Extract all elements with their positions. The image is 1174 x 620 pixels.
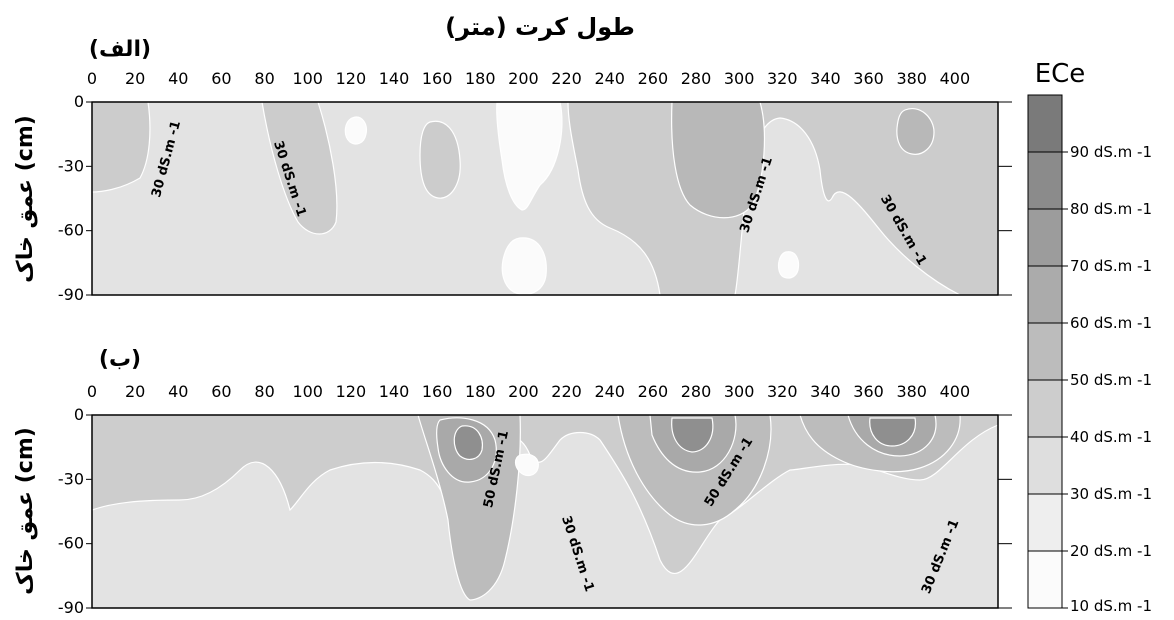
legend-swatch xyxy=(1027,493,1063,552)
x-tick-label: 180 xyxy=(465,69,496,88)
panel-a-y-ticks: 0 -30 -60 -90 xyxy=(58,92,1012,304)
legend-swatch xyxy=(1027,151,1063,210)
x-tick-label: 200 xyxy=(508,382,539,401)
legend-label: 20 dS.m -1 xyxy=(1070,542,1152,560)
legend: ECe 90 dS.m -1 80 dS.m -1 70 dS.m -1 60 dS.… xyxy=(1027,59,1152,615)
x-tick-label: 60 xyxy=(211,69,231,88)
x-tick-label: 360 xyxy=(853,382,884,401)
x-tick-label: 220 xyxy=(551,382,582,401)
panel-b-region-80-180 xyxy=(453,425,483,460)
panel-a-region-white-bottom xyxy=(501,237,547,295)
x-tick-label: 400 xyxy=(940,382,971,401)
y-tick-label: 0 xyxy=(74,92,84,111)
x-tick-label: 240 xyxy=(594,69,625,88)
x-tick-label: 260 xyxy=(638,69,669,88)
panel-a-region-white-200 xyxy=(496,101,563,211)
panel-a-contour-fill xyxy=(91,101,999,296)
panel-b-region-80-370 xyxy=(869,417,917,447)
x-tick-label: 60 xyxy=(211,382,231,401)
x-tick-label: 0 xyxy=(87,382,97,401)
y-tick-label: -60 xyxy=(58,534,84,553)
y-tick-label: -30 xyxy=(58,469,84,488)
panel-b-region-80-280 xyxy=(671,417,714,453)
panel-a-region-white-320 xyxy=(777,251,800,279)
panel-b-region-white-200 xyxy=(514,453,539,477)
panel-b-y-ticks: 0 -30 -60 -90 xyxy=(58,405,1012,617)
panel-a-frame xyxy=(91,101,999,296)
panel-b: (ب) 0 20 40 60 80 100 120 140 160 180 200 220 240 260… xyxy=(13,347,1012,617)
x-tick-label: 220 xyxy=(551,69,582,88)
y-tick-label: -60 xyxy=(58,221,84,240)
legend-label: 30 dS.m -1 xyxy=(1070,485,1152,503)
x-tick-label: 140 xyxy=(379,69,410,88)
legend-label: 10 dS.m -1 xyxy=(1070,597,1152,615)
legend-label: 80 dS.m -1 xyxy=(1070,200,1152,218)
panel-a-x-ticks: 0 20 40 60 80 100 120 140 160 180 200 220 240 260 280 3… xyxy=(87,69,970,295)
panel-a: (الف) 0 20 40 60 80 100 120 140 160 180 200 220 240 2… xyxy=(13,37,1012,304)
legend-swatch xyxy=(1027,208,1063,267)
x-tick-label: 40 xyxy=(168,69,188,88)
x-tick-label: 400 xyxy=(940,69,971,88)
x-tick-label: 100 xyxy=(292,382,323,401)
x-tick-label: 100 xyxy=(292,69,323,88)
legend-swatch xyxy=(1027,94,1063,153)
panel-b-label: (ب) xyxy=(99,347,141,372)
legend-label: 60 dS.m -1 xyxy=(1070,314,1152,332)
x-tick-label: 380 xyxy=(896,382,927,401)
x-tick-label: 160 xyxy=(422,69,453,88)
x-tick-label: 20 xyxy=(125,69,145,88)
legend-label: 70 dS.m -1 xyxy=(1070,257,1152,275)
x-tick-label: 140 xyxy=(379,382,410,401)
x-tick-label: 80 xyxy=(254,69,274,88)
legend-swatch xyxy=(1027,322,1063,381)
legend-title: ECe xyxy=(1035,59,1086,89)
x-tick-label: 240 xyxy=(594,382,625,401)
x-tick-label: 160 xyxy=(422,382,453,401)
x-tick-label: 120 xyxy=(336,382,367,401)
x-tick-label: 360 xyxy=(853,69,884,88)
legend-swatch xyxy=(1027,379,1063,438)
panel-b-frame xyxy=(91,414,999,609)
x-tick-label: 300 xyxy=(724,69,755,88)
legend-label: 90 dS.m -1 xyxy=(1070,143,1152,161)
x-tick-label: 320 xyxy=(767,69,798,88)
chart-title: طول کرت (متر) xyxy=(445,13,635,41)
x-tick-label: 80 xyxy=(254,382,274,401)
x-tick-label: 20 xyxy=(125,382,145,401)
y-tick-label: -90 xyxy=(58,598,84,616)
panel-a-region-lobe-100 xyxy=(261,101,338,235)
panel-a-y-axis-title: عمق خاک (cm) xyxy=(13,115,38,283)
x-tick-label: 260 xyxy=(638,382,669,401)
panel-b-contour-fill xyxy=(91,414,999,608)
x-tick-label: 300 xyxy=(724,382,755,401)
panel-a-region-blob-150 xyxy=(419,120,461,199)
legend-swatch xyxy=(1027,550,1063,609)
panel-a-region-dark-280 xyxy=(671,101,766,219)
x-tick-label: 340 xyxy=(810,69,841,88)
x-tick-label: 180 xyxy=(465,382,496,401)
panel-b-y-axis-title: عمق خاک (cm) xyxy=(13,427,38,595)
x-tick-label: 280 xyxy=(681,69,712,88)
x-tick-label: 340 xyxy=(810,382,841,401)
x-tick-label: 0 xyxy=(87,69,97,88)
legend-label: 40 dS.m -1 xyxy=(1070,428,1152,446)
x-tick-label: 120 xyxy=(336,69,367,88)
legend-swatch xyxy=(1027,265,1063,324)
legend-swatch xyxy=(1027,436,1063,495)
x-tick-label: 320 xyxy=(767,382,798,401)
y-tick-label: 0 xyxy=(74,405,84,424)
y-tick-label: -90 xyxy=(58,285,84,304)
y-tick-label: -30 xyxy=(58,156,84,175)
panel-a-region-left xyxy=(91,101,151,193)
panel-a-region-dark-370 xyxy=(896,108,935,155)
legend-label: 50 dS.m -1 xyxy=(1070,371,1152,389)
x-tick-label: 40 xyxy=(168,382,188,401)
panel-a-region-white-120 xyxy=(344,116,367,145)
panel-a-label: (الف) xyxy=(89,37,151,62)
x-tick-label: 380 xyxy=(896,69,927,88)
x-tick-label: 200 xyxy=(508,69,539,88)
x-tick-label: 280 xyxy=(681,382,712,401)
